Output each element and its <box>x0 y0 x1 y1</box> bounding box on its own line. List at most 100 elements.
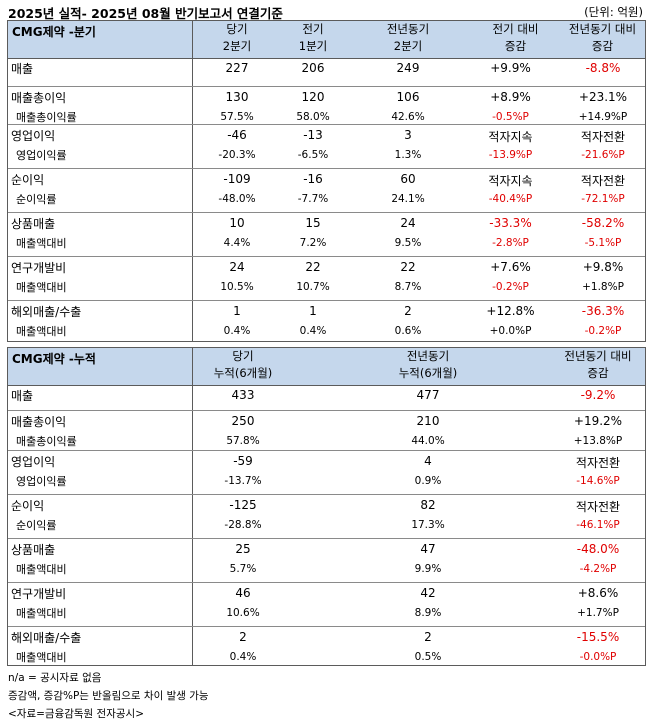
table-cell: 10.7% <box>296 281 330 293</box>
column-header-line: 전년동기 <box>406 349 450 363</box>
table-cell: -0.2%P <box>584 325 622 337</box>
table-cell: -33.3% <box>489 216 532 230</box>
table-cell: -14.6%P <box>576 475 620 487</box>
row-label: 상품매출 <box>11 217 56 231</box>
table-cell: -13 <box>303 128 323 142</box>
table-cell: 적자전환 <box>575 500 621 514</box>
table-cell: +1.7%P <box>577 607 619 619</box>
table-cell: 적자전환 <box>580 174 626 188</box>
table-cell: 227 <box>225 61 249 75</box>
table-cell: 22 <box>305 260 321 274</box>
row-label: 영업이익 <box>11 455 56 469</box>
table-row: 영업이익률 -13.7% 0.9% -14.6%P <box>8 471 645 491</box>
table-cell: 0.4% <box>299 325 327 337</box>
table-cell: 106 <box>396 90 420 104</box>
row-label: 영업이익률 <box>16 475 67 488</box>
table-row: 매출총이익률 57.8% 44.0% +13.8%P <box>8 431 645 451</box>
table-row: 해외매출/수출 1 1 2 +12.8% -36.3% <box>8 301 645 321</box>
table-cell: 250 <box>231 414 255 428</box>
table-cell: -125 <box>229 498 257 512</box>
table-cell: 22 <box>400 260 416 274</box>
row-label: 매출총이익률 <box>16 111 77 124</box>
table-cell: 9.9% <box>414 563 442 575</box>
table-row: 매출액대비 10.6% 8.9% +1.7%P <box>8 603 645 623</box>
table-cell: -0.0%P <box>579 651 617 663</box>
table-cell: 15 <box>305 216 321 230</box>
table-cell: 적자지속 <box>488 130 533 144</box>
table-cell: 0.9% <box>414 475 442 487</box>
column-divider <box>192 21 193 341</box>
table-cell: -58.2% <box>581 216 625 230</box>
table-row: 순이익률 -48.0% -7.7% 24.1% -40.4%P -72.1%P <box>8 189 645 209</box>
table-cell: 42.6% <box>391 111 425 123</box>
row-group: 상품매출 10 15 24 -33.3% -58.2% 매출액대비 4.4% 7.2% 9.5% -… <box>8 212 645 250</box>
table-cell: +13.8%P <box>573 435 623 447</box>
table-cell: 적자지속 <box>488 174 533 188</box>
row-group: 매출총이익 250 210 +19.2% 매출총이익률 57.8% 44.0% +13.8%P <box>8 410 645 448</box>
column-header-line: 전년동기 대비 <box>564 349 632 363</box>
table-row: 영업이익 -46 -13 3 적자지속 적자전환 <box>8 125 645 145</box>
row-group: 순이익 -109 -16 60 적자지속 적자전환 순이익률 -48.0% -7.7% 24.1%… <box>8 168 645 206</box>
column-header: 전기 대비 증감 <box>473 21 558 55</box>
quarterly-table: CMG제약 -분기 당기 2분기 전기 1분기 전년동기 2분기 전기 대비 증감 전년동기 대비… <box>7 20 646 342</box>
table-cell: -6.5% <box>297 149 329 161</box>
row-label: 순이익 <box>11 173 45 187</box>
table-cell: -109 <box>223 172 251 186</box>
table-cell: -59 <box>233 454 253 468</box>
column-divider <box>192 348 193 665</box>
table-cell: -40.4%P <box>488 193 533 205</box>
table-row: 매출총이익 130 120 106 +8.9% +23.1% <box>8 87 645 107</box>
table-cell: 0.4% <box>229 651 257 663</box>
unit-label: (단위: 억원) <box>584 5 643 19</box>
column-header-line: 증감 <box>587 366 609 380</box>
table-row: 연구개발비 24 22 22 +7.6% +9.8% <box>8 257 645 277</box>
table-name: CMG제약 -누적 <box>12 352 96 366</box>
column-header-line: 1분기 <box>298 39 328 53</box>
table-cell: 44.0% <box>411 435 445 447</box>
table-cell: 57.5% <box>220 111 254 123</box>
row-label: 매출총이익률 <box>16 435 77 448</box>
table-row: 영업이익 -59 4 적자전환 <box>8 451 645 471</box>
table-cell: -13.7% <box>224 475 262 487</box>
table-cell: 130 <box>225 90 249 104</box>
table-cell: +9.8% <box>582 260 624 274</box>
table-cell: 46 <box>235 586 251 600</box>
table-cell: 10.5% <box>220 281 254 293</box>
table-cell: 42 <box>420 586 436 600</box>
table-cell: -8.8% <box>585 61 621 75</box>
table-row: 순이익 -109 -16 60 적자지속 적자전환 <box>8 169 645 189</box>
row-group: 상품매출 25 47 -48.0% 매출액대비 5.7% 9.9% -4.2%P <box>8 538 645 576</box>
table-row: 매출총이익 250 210 +19.2% <box>8 411 645 431</box>
table-cell: +1.8%P <box>582 281 624 293</box>
table-cell: 3 <box>404 128 412 142</box>
column-header-line: 당기 <box>232 349 254 363</box>
table-cell: 249 <box>396 61 420 75</box>
table-cell: 10 <box>229 216 245 230</box>
column-header: 전년동기 2분기 <box>363 21 453 55</box>
table-row: 매출액대비 5.7% 9.9% -4.2%P <box>8 559 645 579</box>
table-cell: 1 <box>233 304 241 318</box>
table-cell: 2 <box>424 630 432 644</box>
table-cell: 57.8% <box>226 435 260 447</box>
row-label: 순이익 <box>11 499 45 513</box>
table-cell: +23.1% <box>578 90 628 104</box>
row-group: 연구개발비 24 22 22 +7.6% +9.8% 매출액대비 10.5% 10.7% 8.7%… <box>8 256 645 294</box>
table-cell: 24 <box>400 216 416 230</box>
table-row: 매출액대비 0.4% 0.5% -0.0%P <box>8 647 645 667</box>
table-row: 연구개발비 46 42 +8.6% <box>8 583 645 603</box>
row-label: 순이익률 <box>16 519 57 532</box>
note-na: n/a = 공시자료 없음 <box>8 672 102 684</box>
row-label: 영업이익 <box>11 129 56 143</box>
table-cell: -46 <box>227 128 247 142</box>
column-header-line: 전기 대비 <box>492 22 539 36</box>
column-header: 당기 누적(6개월) <box>198 348 288 382</box>
table-cell: -9.2% <box>580 388 616 402</box>
table-cell: -48.0% <box>576 542 620 556</box>
table-cell: 477 <box>416 388 440 402</box>
note-rounding: 증감액, 증감%P는 반올림으로 차이 발생 가능 <box>8 690 209 702</box>
row-label: 연구개발비 <box>11 261 67 275</box>
table-cell: 5.7% <box>229 563 257 575</box>
column-header-line: 2분기 <box>222 39 252 53</box>
table-cell: +0.0%P <box>489 325 532 337</box>
row-group: 해외매출/수출 1 1 2 +12.8% -36.3% 매출액대비 0.4% 0.4% 0.6% +… <box>8 300 645 338</box>
